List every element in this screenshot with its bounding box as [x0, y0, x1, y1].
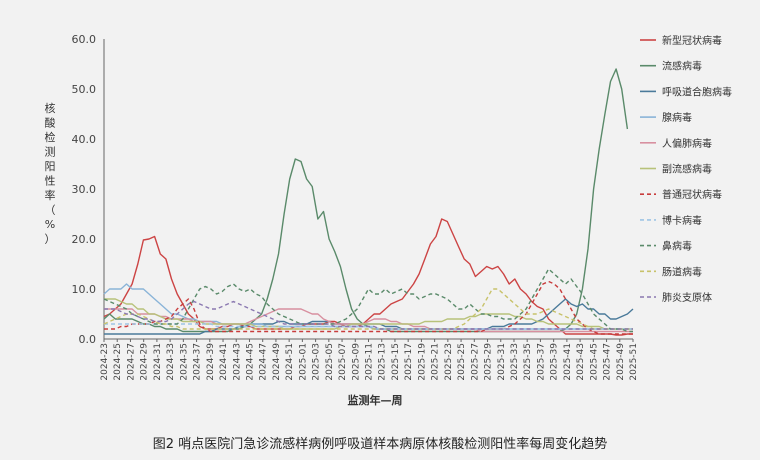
x-tick-label: 2024-49 [272, 343, 282, 381]
y-axis: 0.0 10.0 20.0 30.0 40.0 50.0 60.0 [72, 33, 105, 346]
figure-caption: 图2 哨点医院门急诊流感样病例呼吸道样本病原体核酸检测阳性率每周变化趋势 [152, 437, 608, 452]
legend-label-1: 流感病毒 [662, 60, 702, 73]
x-tick-label: 2024-51 [285, 343, 295, 381]
x-tick-label: 2024-39 [206, 343, 216, 381]
x-tick-label: 2025-43 [576, 343, 586, 381]
legend-label-4: 人偏肺病毒 [662, 137, 712, 150]
x-tick-label: 2025-49 [616, 343, 626, 381]
legend-label-5: 副流感病毒 [662, 163, 712, 176]
legend-label-2: 呼吸道合胞病毒 [662, 85, 732, 98]
y-tick-label: 10.0 [72, 283, 97, 296]
x-tick-label: 2025-17 [404, 343, 414, 381]
legend-label-10: 肺炎支原体 [662, 292, 712, 304]
x-tick-label: 2025-45 [589, 343, 599, 381]
y-tick-label: 30.0 [72, 183, 97, 196]
x-tick-label: 2025-35 [523, 343, 533, 381]
series-line-6 [104, 280, 633, 335]
series-line-5 [104, 298, 633, 330]
y-tick-label: 40.0 [72, 133, 97, 146]
x-axis-label: 监测年—周 [348, 393, 403, 407]
x-tick-label: 2025-01 [298, 343, 308, 381]
x-tick-label: 2025-11 [365, 343, 375, 381]
x-tick-label: 2025-47 [603, 343, 613, 381]
line-chart: 0.010.020.030.040.050.060.0 2024-23 2024-… [45, 33, 733, 407]
x-tick-label: 2025-21 [431, 343, 441, 381]
x-tick-label: 2024-43 [232, 343, 242, 381]
legend-label-3: 腺病毒 [662, 111, 692, 124]
x-tick-label: 2025-07 [338, 343, 348, 381]
series-line-0 [103, 218, 633, 336]
legend: 新型冠状病毒流感病毒呼吸道合胞病毒腺病毒人偏肺病毒副流感病毒普通冠状病毒博卡病毒… [640, 34, 732, 304]
series-lines [103, 68, 634, 336]
series-line-1 [103, 68, 629, 333]
series-line-7 [104, 323, 633, 330]
legend-label-7: 博卡病毒 [662, 214, 702, 227]
x-tick-label: 2024-47 [259, 343, 269, 381]
legend-label-9: 肠道病毒 [662, 265, 702, 278]
series-line-8 [103, 268, 633, 333]
x-tick-label: 2025-27 [470, 343, 480, 381]
x-tick-label: 2024-31 [153, 343, 163, 381]
x-tick-label: 2025-51 [629, 343, 639, 381]
x-axis: 2024-23 2024-25 2024-27 2024-29 2024-31 2024-… [100, 338, 639, 381]
x-tick-label: 2024-23 [100, 343, 110, 381]
x-tick-label: 2024-33 [166, 343, 176, 381]
series-line-4 [104, 308, 633, 333]
x-tick-label: 2025-15 [391, 343, 401, 381]
x-tick-label: 2025-31 [497, 343, 507, 381]
series-line-10 [104, 300, 633, 330]
y-tick-label: 0.0 [79, 333, 97, 346]
y-tick-label: 50.0 [72, 83, 97, 96]
x-tick-label: 2024-25 [113, 343, 123, 381]
x-tick-label: 2024-35 [179, 343, 189, 381]
x-tick-label: 2024-29 [140, 343, 150, 381]
y-tick-label: 20.0 [72, 233, 97, 246]
x-tick-label: 2024-27 [126, 343, 136, 381]
x-tick-label: 2024-37 [193, 343, 203, 381]
x-tick-label: 2025-03 [312, 343, 322, 381]
y-axis-label: 核酸检测阳性率（%） [45, 101, 56, 246]
x-tick-label: 2025-09 [351, 343, 361, 381]
legend-label-8: 鼻病毒 [662, 240, 692, 253]
x-tick-label: 2025-13 [378, 343, 388, 381]
legend-label-6: 普通冠状病毒 [662, 188, 722, 201]
legend-label-0: 新型冠状病毒 [662, 34, 722, 47]
x-tick-label: 2024-41 [219, 343, 229, 381]
x-tick-label: 2025-37 [536, 343, 546, 381]
x-tick-label: 2025-25 [457, 343, 467, 381]
x-tick-label: 2025-23 [444, 343, 454, 381]
x-tick-label: 2025-19 [417, 343, 427, 381]
x-tick-label: 2024-45 [245, 343, 255, 381]
x-tick-label: 2025-29 [484, 343, 494, 381]
x-tick-label: 2025-41 [563, 343, 573, 381]
x-tick-label: 2025-05 [325, 343, 335, 381]
x-tick-label: 2025-33 [510, 343, 520, 381]
series-line-9 [103, 288, 633, 330]
y-tick-label: 60.0 [72, 33, 97, 46]
x-tick-label: 2025-39 [550, 343, 560, 381]
